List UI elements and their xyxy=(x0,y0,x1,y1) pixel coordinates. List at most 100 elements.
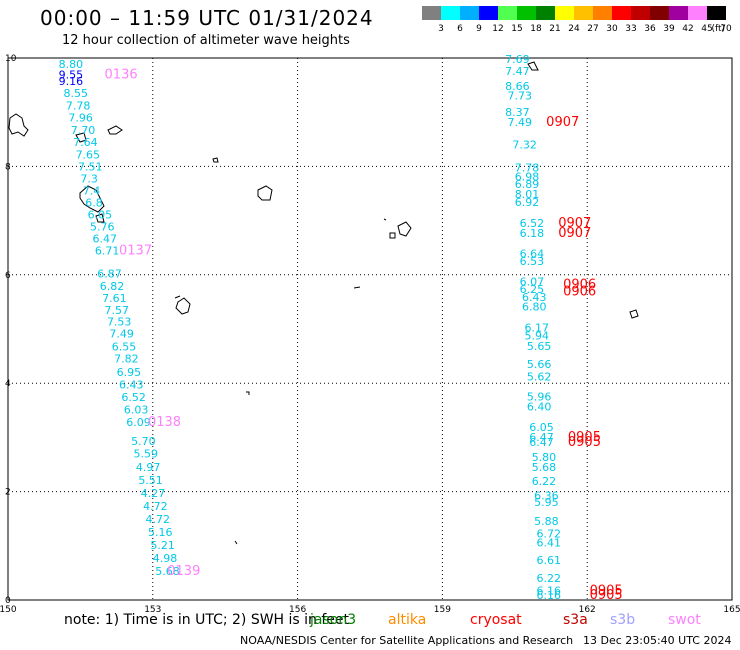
pass-time-label: 0907 xyxy=(546,115,579,130)
island-outline xyxy=(397,221,412,237)
legend-tick: 45 xyxy=(701,24,712,34)
island-outline xyxy=(389,232,396,239)
legend-swatch xyxy=(441,6,460,20)
wave-height-reading: 6.47 xyxy=(529,436,554,449)
wave-height-reading: 6.43 xyxy=(522,291,547,304)
wave-height-reading: 6.25 xyxy=(520,283,545,296)
wave-height-reading: 6.64 xyxy=(520,247,545,260)
wave-height-reading: 4.72 xyxy=(143,500,168,513)
x-tick-label: 153 xyxy=(144,605,161,615)
pass-time-label: 0905 xyxy=(590,584,623,599)
legend-swatch xyxy=(631,6,650,20)
wave-height-reading: 5.16 xyxy=(148,526,173,539)
wave-height-reading: 9.55 xyxy=(59,69,84,82)
wave-height-reading: 6.09 xyxy=(126,416,150,429)
legend-tick: 18 xyxy=(530,24,542,34)
pass-time-label: 0137 xyxy=(119,244,152,259)
wave-height-reading: 7.49 xyxy=(508,116,533,129)
wave-height-reading: 5.66 xyxy=(527,358,552,371)
wave-height-reading: 7.57 xyxy=(105,304,129,317)
wave-height-reading: 8.66 xyxy=(505,80,530,93)
legend-swatch xyxy=(498,6,517,20)
legend-tick: 70 xyxy=(720,24,732,34)
legend-tick: 12 xyxy=(492,24,503,34)
wave-height-reading: 7.61 xyxy=(102,292,127,305)
pass-time-label: 0905 xyxy=(568,435,601,450)
wave-height-reading: 4.98 xyxy=(153,552,178,565)
y-tick-label: 0 xyxy=(5,596,11,606)
island-outline xyxy=(629,309,639,319)
x-tick-label: 159 xyxy=(434,605,451,615)
pass-time-label: 0906 xyxy=(563,277,596,292)
wave-height-reading: 6.18 xyxy=(520,227,545,240)
island-outline xyxy=(79,185,105,213)
pass-time-label: 0139 xyxy=(167,564,200,579)
map-axis-labels: 150 153 156 159 162 165 0 2 4 6 8 10 xyxy=(0,54,740,615)
island-outline xyxy=(383,218,387,221)
color-scale-legend: 3 6 9 12 15 18 21 24 27 30 33 36 39 42 45 70(ft) xyxy=(422,6,732,34)
track-left: 8.809.559.168.557.787.967.707.647.657.51… xyxy=(59,58,201,579)
mission-s3a: s3a xyxy=(563,612,588,628)
wave-height-reading: 6.36 xyxy=(534,490,559,503)
legend-tick: 15 xyxy=(511,24,522,34)
wave-height-reading: 7.73 xyxy=(508,90,533,103)
legend-tick: 6 xyxy=(457,24,463,34)
legend-swatch xyxy=(536,6,555,20)
island-outline xyxy=(257,185,273,201)
legend-tick: 24 xyxy=(568,24,580,34)
wave-height-reading: 5.80 xyxy=(532,451,557,464)
wave-height-reading: 7.69 xyxy=(505,53,530,66)
y-tick-label: 4 xyxy=(5,379,11,389)
wave-height-reading: 6.55 xyxy=(112,341,137,354)
wave-height-reading: 5.96 xyxy=(527,391,552,404)
pass-time-label: 0907 xyxy=(558,226,591,241)
island-outline xyxy=(234,540,238,545)
island-outline xyxy=(75,132,87,143)
wave-height-reading: 5.21 xyxy=(150,539,175,552)
wave-height-reading: 6.07 xyxy=(520,276,545,289)
legend-tick: 33 xyxy=(625,24,636,34)
wave-height-reading: 6.61 xyxy=(537,554,562,567)
pass-time-label: 0906 xyxy=(563,284,596,299)
wave-height-reading: 5.65 xyxy=(527,340,552,353)
legend-tick: 30 xyxy=(606,24,618,34)
wave-height-reading: 5.68 xyxy=(155,565,180,578)
island-outline xyxy=(95,213,105,223)
legend-swatch xyxy=(650,6,669,20)
wave-height-reading: 5.51 xyxy=(138,474,163,487)
legend-tick: 39 xyxy=(663,24,675,34)
y-tick-label: 10 xyxy=(5,54,17,64)
wave-height-reading: 5.59 xyxy=(133,447,158,460)
wave-height-reading: 8.01 xyxy=(515,188,540,201)
island-outline xyxy=(527,61,539,71)
island-outline xyxy=(8,113,29,137)
x-tick-label: 150 xyxy=(0,605,17,615)
legend-swatch xyxy=(460,6,479,20)
wave-height-reading: 6.82 xyxy=(100,280,125,293)
wave-height-reading: 7.64 xyxy=(73,136,98,149)
wave-height-reading: 6.53 xyxy=(520,255,545,268)
wave-height-reading: 7.32 xyxy=(512,139,537,152)
legend-swatch xyxy=(555,6,574,20)
legend-tick: 27 xyxy=(587,24,598,34)
mission-s3b: s3b xyxy=(610,612,636,628)
wave-height-reading: 9.16 xyxy=(59,75,84,88)
wave-height-reading: 5.68 xyxy=(532,461,557,474)
legend-tick: 21 xyxy=(549,24,560,34)
wave-height-reading: 7.4 xyxy=(83,185,101,198)
wave-height-reading: 6.16 xyxy=(537,589,562,602)
pass-time-label: 0138 xyxy=(148,415,181,430)
wave-height-reading: 6.22 xyxy=(532,475,557,488)
legend-swatch xyxy=(612,6,631,20)
wave-height-reading: 7.47 xyxy=(505,65,530,78)
wave-height-reading: 6.52 xyxy=(121,391,146,404)
legend-swatch xyxy=(574,6,593,20)
wave-height-reading: 6.98 xyxy=(515,170,540,183)
legend-swatch xyxy=(669,6,688,20)
wave-height-reading: 6.52 xyxy=(520,217,545,230)
map-grid xyxy=(8,58,732,600)
mission-cryosat: cryosat xyxy=(470,612,522,628)
wave-height-reading: 6.16 xyxy=(537,585,562,598)
pass-time-label: 0905 xyxy=(590,588,623,603)
mission-swot: swot xyxy=(668,612,701,628)
